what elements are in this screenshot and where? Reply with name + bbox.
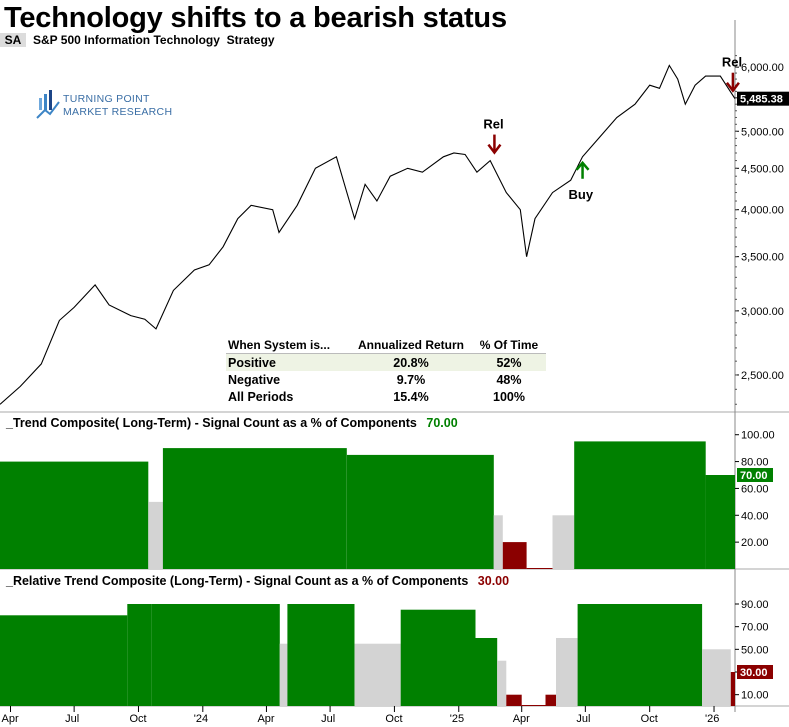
signal-bar: [502, 542, 527, 569]
last-value-box: [737, 468, 773, 482]
stats-row-return: 9.7%: [396, 372, 426, 387]
panel3-title: _Relative Trend Composite (Long-Term) - …: [6, 574, 469, 588]
stats-header-time: % Of Time: [472, 336, 546, 354]
panel3-label: _Relative Trend Composite (Long-Term) - …: [6, 574, 509, 588]
panel3-value: 30.00: [477, 574, 510, 588]
y-tick-label: 4,000.00: [741, 205, 784, 217]
logo-line1: TURNING POINT: [63, 93, 150, 105]
x-tick-label: Jul: [321, 713, 335, 725]
signal-bar: [475, 638, 498, 706]
signal-label-rel: Rel: [722, 55, 742, 70]
stats-header-row: When System is... Annualized Return % Of…: [226, 336, 546, 354]
stats-row-label: All Periods: [228, 389, 294, 404]
signal-bar: [0, 461, 149, 569]
chart-title: Technology shifts to a bearish status: [4, 2, 507, 34]
y-tick-label: 60.00: [741, 483, 769, 495]
y-tick-label: 90.00: [741, 599, 769, 611]
x-tick-label: Apr: [513, 713, 530, 725]
signal-bar: [127, 604, 152, 706]
logo-icon: [36, 90, 60, 119]
last-value-label: 70.00: [740, 470, 768, 482]
signal-bar: [556, 638, 578, 706]
signal-bar: [354, 643, 401, 706]
y-tick-label: 6,000.00: [741, 62, 784, 74]
stats-row-time: 48%: [496, 372, 522, 387]
y-tick-label: 20.00: [741, 537, 769, 549]
signal-label-rel: Rel: [483, 117, 503, 132]
stats-row-return: 20.8%: [393, 355, 429, 370]
stats-row-label: Positive: [228, 355, 276, 370]
signal-label-buy: Buy: [569, 187, 594, 202]
logo-line2: MARKET RESEARCH: [63, 106, 173, 118]
logo: TURNING POINT MARKET RESEARCH: [36, 88, 196, 122]
y-tick-label: 70.00: [741, 622, 769, 634]
y-tick-label: 4,500.00: [741, 163, 784, 175]
signal-bar: [730, 672, 735, 706]
signal-bar: [552, 515, 575, 569]
y-tick-label: 2,500.00: [741, 370, 784, 382]
stats-row: All Periods 15.4% 100%: [226, 388, 546, 405]
x-tick-label: '25: [450, 713, 464, 725]
y-tick-label: 5,000.00: [741, 126, 784, 138]
last-value-box: [737, 665, 773, 679]
stats-row-return: 15.4%: [393, 389, 429, 404]
x-tick-label: Jul: [65, 713, 79, 725]
strategy-label: S&P 500 Information Technology Strategy: [33, 33, 275, 47]
y-tick-label: 40.00: [741, 510, 769, 522]
x-tick-label: '26: [705, 713, 719, 725]
stats-row-time: 52%: [496, 355, 522, 370]
symbol-badge: SA: [0, 33, 26, 47]
signal-bar: [162, 448, 347, 569]
signal-bar: [279, 643, 288, 706]
x-tick-label: Apr: [257, 713, 274, 725]
sell-arrow-head: [487, 143, 502, 155]
signal-bar: [0, 615, 128, 706]
y-tick-label: 100.00: [741, 430, 775, 442]
signal-bar: [574, 441, 706, 569]
signal-bar: [346, 454, 494, 569]
signal-bar: [497, 660, 507, 706]
signal-bar: [702, 649, 731, 706]
panel2-value: 70.00: [426, 416, 458, 430]
signal-bar: [151, 604, 280, 706]
y-tick-label: 3,000.00: [741, 306, 784, 318]
stats-row-label: Negative: [228, 372, 281, 387]
x-tick-label: Oct: [385, 713, 402, 725]
sell-arrow-head: [725, 81, 740, 93]
stats-row-time: 100%: [493, 389, 525, 404]
stats-table: When System is... Annualized Return % Of…: [226, 336, 546, 405]
last-value-box: [737, 91, 789, 106]
y-tick-label: 80.00: [741, 457, 769, 469]
y-tick-label: 3,500.00: [741, 252, 784, 264]
y-tick-label: 10.00: [741, 690, 769, 702]
signal-bar: [521, 705, 546, 706]
signal-bar: [400, 609, 476, 706]
stats-row: Positive 20.8% 52%: [226, 353, 546, 371]
stats-row: Negative 9.7% 48%: [226, 371, 546, 388]
y-tick-label: 50.00: [741, 644, 769, 656]
signal-bar: [493, 515, 503, 569]
x-tick-label: '24: [194, 713, 208, 725]
signal-bar: [287, 604, 355, 706]
price-line: [0, 64, 736, 405]
signal-bar: [526, 568, 553, 569]
signal-bar: [148, 501, 163, 569]
buy-arrow-head: [575, 160, 590, 171]
last-value-label: 30.00: [740, 667, 768, 679]
panel2-label: _Trend Composite( Long-Term) - Signal Co…: [6, 416, 458, 430]
signal-bar: [545, 694, 556, 706]
signal-bar: [705, 475, 735, 569]
x-tick-label: Apr: [1, 713, 18, 725]
panel2-title: _Trend Composite( Long-Term) - Signal Co…: [6, 416, 417, 430]
stats-header-condition: When System is...: [226, 336, 350, 354]
x-tick-label: Oct: [129, 713, 146, 725]
signal-bar: [577, 604, 703, 706]
x-tick-label: Oct: [641, 713, 658, 725]
x-tick-label: Jul: [576, 713, 590, 725]
last-value-label: 5,485.38: [740, 94, 783, 106]
signal-bar: [506, 694, 522, 706]
stats-header-return: Annualized Return: [350, 336, 472, 354]
